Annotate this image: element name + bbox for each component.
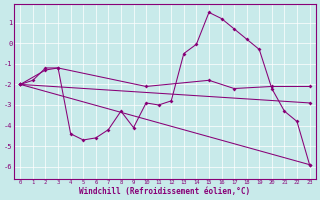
X-axis label: Windchill (Refroidissement éolien,°C): Windchill (Refroidissement éolien,°C) — [79, 187, 251, 196]
